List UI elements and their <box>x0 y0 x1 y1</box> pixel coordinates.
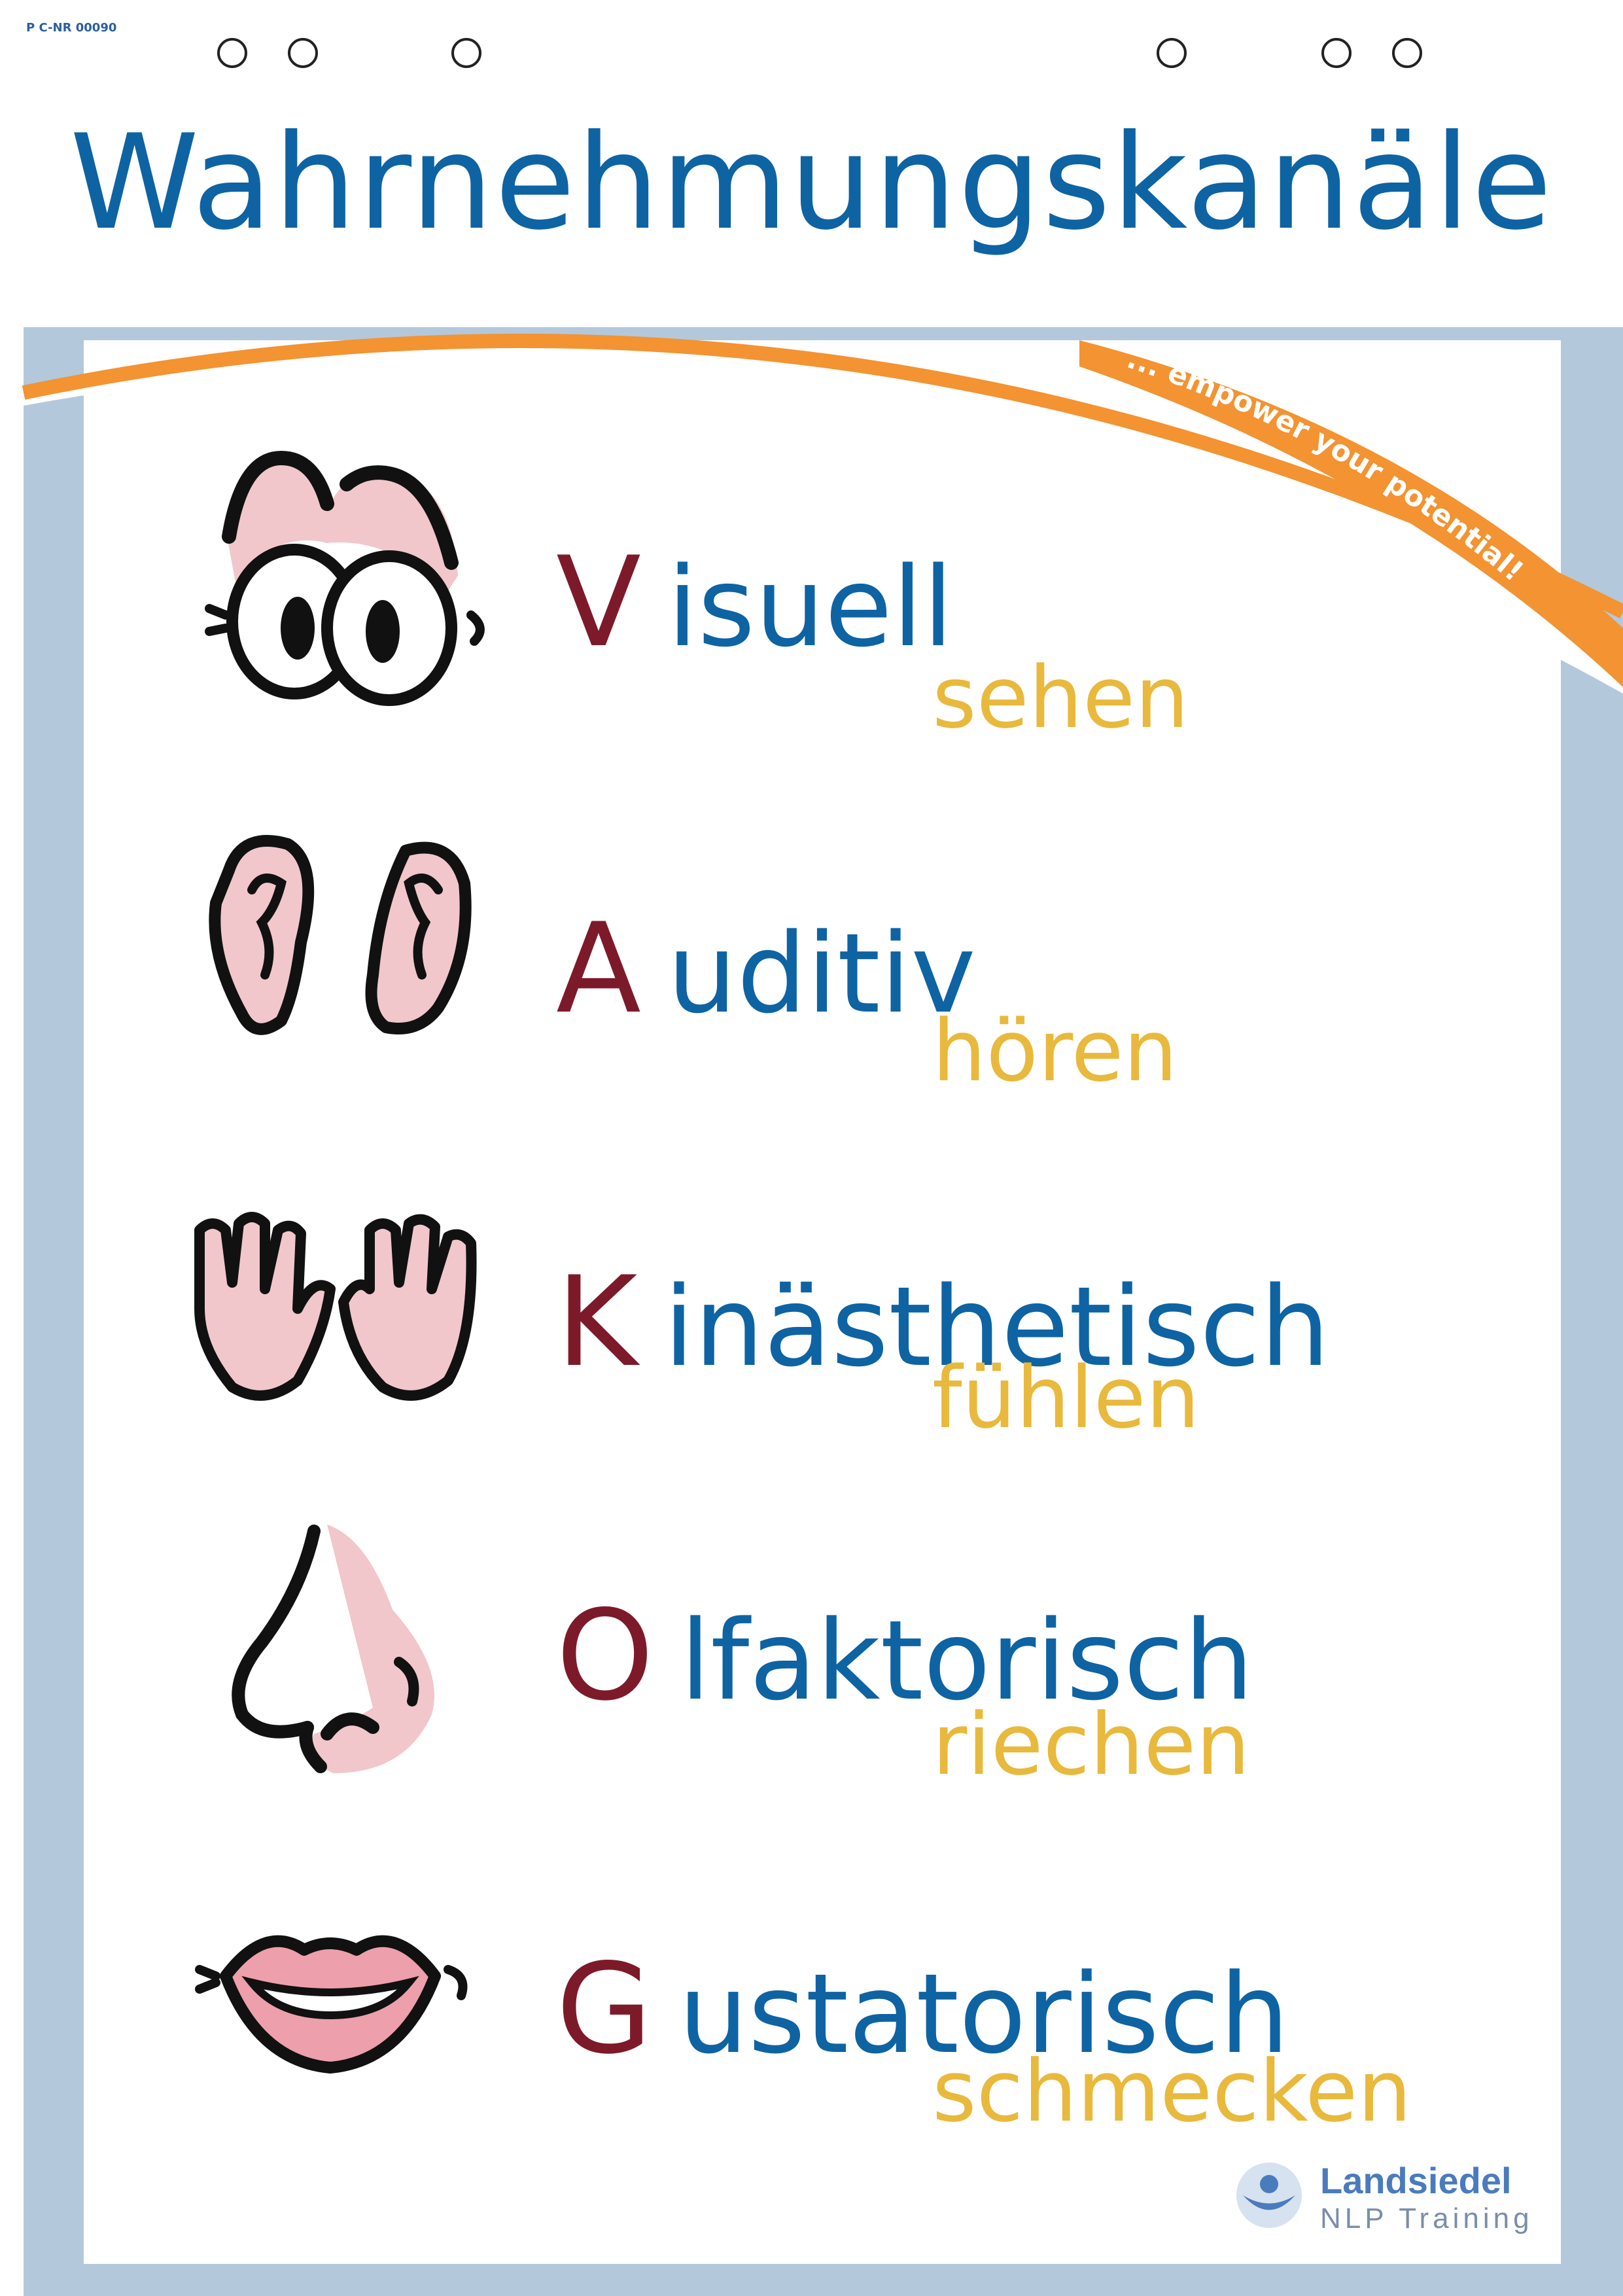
channel-verb: sehen <box>932 648 1189 747</box>
channel-word: isuell <box>667 543 954 671</box>
channel-verb: riechen <box>932 1695 1250 1794</box>
lips-icon <box>195 1935 468 2074</box>
punch-hole <box>1392 38 1422 68</box>
channel-word: ustatorisch <box>678 1950 1289 2078</box>
ears-icon <box>209 835 472 1035</box>
punch-hole <box>1157 38 1187 68</box>
punch-hole <box>451 38 481 68</box>
channel-initial: O <box>556 1583 654 1728</box>
orange-arc: ... empower your potential! <box>22 334 1623 694</box>
punch-hole <box>288 38 318 68</box>
eyes-icon <box>205 450 485 706</box>
landsiedel-logo-icon <box>1236 2163 1302 2228</box>
logo-name: Landsiedel <box>1320 2160 1512 2201</box>
channel-verb: fühlen <box>932 1348 1200 1447</box>
poster-code: P C-NR 00090 <box>26 21 117 35</box>
punch-hole <box>1321 38 1352 68</box>
page-title: Wahrnehmungskanäle <box>69 107 1554 259</box>
hands-icon <box>194 1212 477 1401</box>
channel-verb: hören <box>932 1001 1178 1101</box>
channel-initial: V <box>556 530 641 675</box>
nose-icon <box>232 1525 434 1773</box>
channel-word: lfaktorisch <box>680 1597 1254 1725</box>
channel-word: inästhetisch <box>663 1263 1330 1391</box>
channel-initial: A <box>556 896 641 1041</box>
punch-hole <box>217 38 247 68</box>
channel-word: uditiv <box>667 910 976 1038</box>
channel-verb: schmecken <box>932 2041 1412 2141</box>
channel-initial: G <box>556 1937 653 2081</box>
channel-initial: K <box>556 1250 638 1394</box>
logo-subtitle: NLP Training <box>1320 2202 1533 2234</box>
